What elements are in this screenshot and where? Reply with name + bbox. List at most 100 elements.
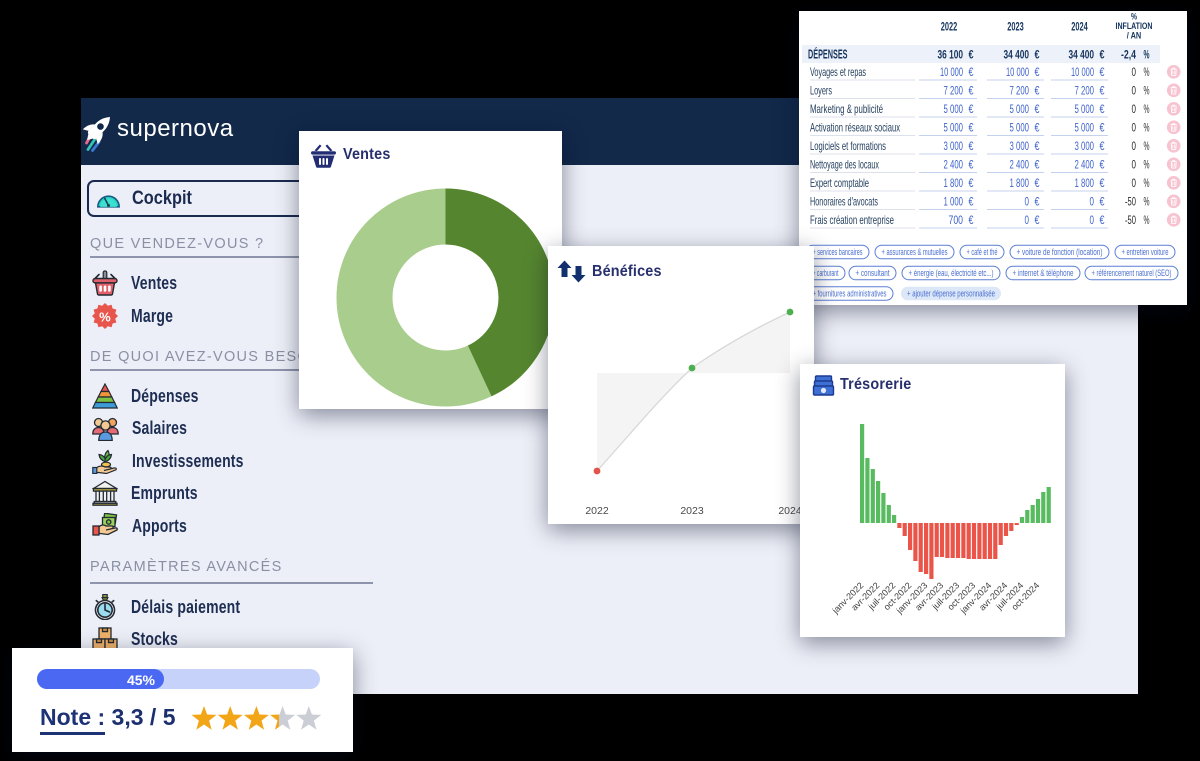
svg-text:+ voiture de fonction (locatio: + voiture de fonction (location) <box>1017 247 1103 257</box>
svg-text:+ services bancaires: + services bancaires <box>813 247 863 257</box>
svg-text:€: € <box>969 139 974 153</box>
svg-text:7 200: 7 200 <box>1010 84 1030 98</box>
svg-text:INFLATION: INFLATION <box>1116 21 1153 32</box>
svg-text:1 800: 1 800 <box>944 176 964 190</box>
svg-text:0: 0 <box>1025 195 1030 209</box>
svg-text:-50: -50 <box>1125 195 1136 209</box>
svg-text:€: € <box>1100 176 1105 190</box>
svg-text:-2,4: -2,4 <box>1121 48 1136 62</box>
svg-text:10 000: 10 000 <box>940 65 963 79</box>
svg-text:+ consultant: + consultant <box>856 268 890 278</box>
svg-text:€: € <box>1035 158 1040 172</box>
svg-text:%: % <box>1144 195 1150 209</box>
svg-text:€: € <box>1035 213 1040 227</box>
svg-text:0: 0 <box>1132 139 1137 153</box>
svg-text:€: € <box>1100 65 1105 79</box>
svg-text:0: 0 <box>1132 121 1137 135</box>
svg-text:2 400: 2 400 <box>1075 158 1095 172</box>
svg-text:%: % <box>1144 213 1150 227</box>
svg-text:€: € <box>1035 65 1040 79</box>
svg-text:%: % <box>1131 12 1137 23</box>
svg-text:5 000: 5 000 <box>1075 121 1095 135</box>
svg-text:€: € <box>1100 102 1105 116</box>
svg-text:0: 0 <box>1090 213 1095 227</box>
svg-text:+ énergie (eau, électricité et: + énergie (eau, électricité etc...) <box>909 268 994 278</box>
svg-text:Expert comptable: Expert comptable <box>810 176 869 190</box>
svg-text:€: € <box>1100 139 1105 153</box>
svg-text:5 000: 5 000 <box>1010 121 1030 135</box>
svg-text:0: 0 <box>1132 84 1137 98</box>
svg-text:€: € <box>1100 213 1105 227</box>
svg-text:/ AN: / AN <box>1127 31 1142 42</box>
svg-text:€: € <box>1035 176 1040 190</box>
svg-text:€: € <box>969 176 974 190</box>
svg-text:%: % <box>1144 158 1150 172</box>
svg-text:Honoraires d'avocats: Honoraires d'avocats <box>810 195 878 209</box>
svg-text:€: € <box>969 102 974 116</box>
svg-text:0: 0 <box>1090 195 1095 209</box>
svg-text:Loyers: Loyers <box>810 84 832 98</box>
svg-text:+ fournitures administratives: + fournitures administratives <box>813 288 887 298</box>
svg-text:€: € <box>1035 195 1040 209</box>
svg-text:%: % <box>99 310 111 325</box>
svg-text:+ assurances & mutuelles: + assurances & mutuelles <box>882 247 948 257</box>
svg-text:7 200: 7 200 <box>1075 84 1095 98</box>
svg-text:5 000: 5 000 <box>1075 102 1095 116</box>
svg-text:€: € <box>1100 48 1105 62</box>
svg-text:+ carburant: + carburant <box>813 268 839 278</box>
svg-text:3 000: 3 000 <box>944 139 964 153</box>
svg-text:+ ajouter dépense personnalisé: + ajouter dépense personnalisée <box>907 288 995 298</box>
svg-text:0: 0 <box>1132 176 1137 190</box>
svg-text:2023: 2023 <box>680 505 704 517</box>
svg-text:10 000: 10 000 <box>1071 65 1094 79</box>
svg-text:2024: 2024 <box>778 505 802 517</box>
svg-text:€: € <box>1100 84 1105 98</box>
svg-text:+ entretien voiture: + entretien voiture <box>1122 247 1169 257</box>
svg-text:2022: 2022 <box>585 505 609 517</box>
svg-text:%: % <box>1144 84 1150 98</box>
svg-text:0: 0 <box>1132 102 1137 116</box>
svg-text:€: € <box>969 48 974 62</box>
svg-text:€: € <box>969 65 974 79</box>
svg-text:1 800: 1 800 <box>1075 176 1095 190</box>
svg-text:2 400: 2 400 <box>1010 158 1030 172</box>
svg-text:€: € <box>1100 121 1105 135</box>
svg-text:34 400: 34 400 <box>1004 48 1030 62</box>
svg-text:€: € <box>1100 158 1105 172</box>
svg-text:%: % <box>1144 65 1150 79</box>
svg-text:€: € <box>1035 102 1040 116</box>
svg-text:%: % <box>1144 102 1150 116</box>
svg-text:+ internet & téléphone: + internet & téléphone <box>1013 268 1074 278</box>
svg-text:2024: 2024 <box>1071 20 1088 34</box>
svg-text:3 000: 3 000 <box>1010 139 1030 153</box>
svg-text:€: € <box>1035 84 1040 98</box>
svg-text:€: € <box>1035 139 1040 153</box>
svg-text:5 000: 5 000 <box>944 121 964 135</box>
svg-text:+ café et thé: + café et thé <box>967 247 998 257</box>
svg-text:+ référencement naturel (SEO): + référencement naturel (SEO) <box>1092 268 1172 278</box>
svg-text:Activation réseaux sociaux: Activation réseaux sociaux <box>810 121 900 135</box>
svg-text:Nettoyage des locaux: Nettoyage des locaux <box>810 158 879 172</box>
svg-text:700: 700 <box>949 213 964 227</box>
svg-text:7 200: 7 200 <box>944 84 964 98</box>
svg-text:%: % <box>1144 176 1150 190</box>
svg-text:€: € <box>969 84 974 98</box>
svg-text:Voyages et repas: Voyages et repas <box>810 65 866 79</box>
svg-text:10 000: 10 000 <box>1006 65 1029 79</box>
svg-text:0: 0 <box>1132 65 1137 79</box>
svg-text:€: € <box>969 213 974 227</box>
svg-text:0: 0 <box>1025 213 1030 227</box>
svg-text:2023: 2023 <box>1007 20 1024 34</box>
svg-text:€: € <box>969 195 974 209</box>
svg-text:€: € <box>1100 195 1105 209</box>
svg-text:€: € <box>969 158 974 172</box>
svg-text:%: % <box>1144 139 1150 153</box>
svg-text:34 400: 34 400 <box>1069 48 1095 62</box>
svg-text:5 000: 5 000 <box>944 102 964 116</box>
svg-text:36 100: 36 100 <box>938 48 964 62</box>
svg-text:%: % <box>1144 121 1150 135</box>
svg-text:%: % <box>1144 48 1150 62</box>
svg-text:2 400: 2 400 <box>944 158 964 172</box>
svg-text:€: € <box>969 121 974 135</box>
svg-text:€: € <box>1035 121 1040 135</box>
